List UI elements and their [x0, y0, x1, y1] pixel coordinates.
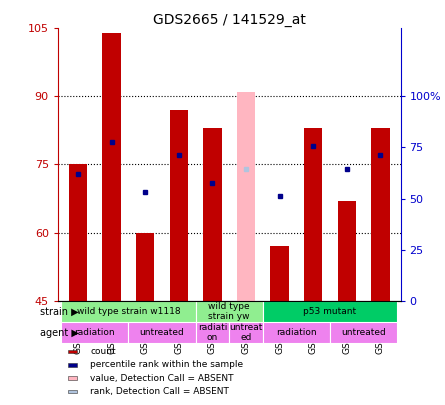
Bar	[337, 201, 356, 301]
Bar	[129, 322, 196, 343]
Bar	[61, 301, 196, 322]
Bar	[237, 92, 255, 301]
Bar	[170, 110, 188, 301]
Text: p53 mutant: p53 mutant	[303, 307, 356, 316]
Text: wild type
strain yw: wild type strain yw	[208, 302, 250, 321]
Bar	[102, 33, 121, 301]
Text: value, Detection Call = ABSENT: value, Detection Call = ABSENT	[90, 374, 234, 383]
Bar	[136, 232, 154, 301]
Text: wild type strain w1118: wild type strain w1118	[77, 307, 180, 316]
Title: GDS2665 / 141529_at: GDS2665 / 141529_at	[153, 13, 306, 27]
Bar	[203, 128, 222, 301]
Text: radiation: radiation	[74, 328, 115, 337]
Bar	[263, 322, 330, 343]
Text: radiation: radiation	[276, 328, 317, 337]
Bar	[304, 128, 322, 301]
Bar	[68, 350, 77, 353]
Text: untreated: untreated	[140, 328, 184, 337]
Bar	[68, 390, 77, 393]
Bar	[263, 301, 397, 322]
Text: strain ▶: strain ▶	[40, 306, 79, 316]
Bar	[68, 376, 77, 380]
Bar	[270, 246, 289, 301]
Bar	[61, 322, 129, 343]
Text: count: count	[90, 347, 116, 356]
Text: radiati
on: radiati on	[198, 323, 227, 342]
Text: agent ▶: agent ▶	[40, 328, 79, 338]
Text: untreat
ed: untreat ed	[229, 323, 263, 342]
Bar	[196, 301, 263, 322]
Bar	[330, 322, 397, 343]
Bar	[196, 322, 229, 343]
Text: rank, Detection Call = ABSENT: rank, Detection Call = ABSENT	[90, 387, 229, 396]
Text: percentile rank within the sample: percentile rank within the sample	[90, 360, 243, 369]
Bar	[371, 128, 389, 301]
Bar	[69, 164, 87, 301]
Bar	[68, 363, 77, 367]
Bar	[229, 322, 263, 343]
Text: untreated: untreated	[341, 328, 386, 337]
